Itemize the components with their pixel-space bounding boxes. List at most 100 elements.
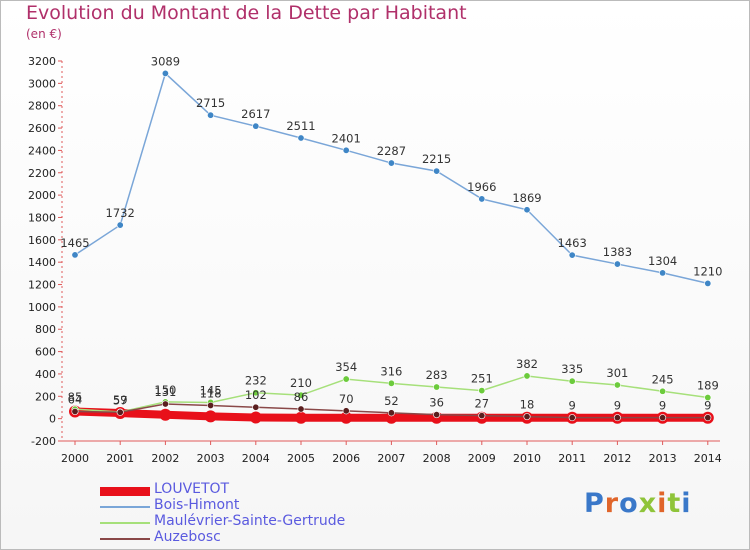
data-label-bois-himont: 1210 (693, 264, 722, 278)
x-tick-label: 2012 (603, 452, 631, 465)
data-label-maul-vrier-sainte-gertrude: 150 (154, 383, 176, 397)
data-point-auzebosc (387, 409, 395, 417)
y-tick-label: 600 (35, 346, 56, 359)
data-point-bois-himont (387, 159, 395, 167)
data-point-auzebosc (523, 413, 531, 421)
data-point-maul-vrier-sainte-gertrude (387, 379, 395, 387)
legend-label: LOUVETOT (154, 481, 230, 497)
legend-swatch (100, 522, 150, 524)
data-point-maul-vrier-sainte-gertrude (433, 383, 441, 391)
data-point-bois-himont (613, 260, 621, 268)
data-point-bois-himont (568, 251, 576, 259)
data-label-bois-himont: 1465 (60, 236, 89, 250)
data-label-maul-vrier-sainte-gertrude: 335 (561, 362, 583, 376)
data-point-auzebosc (704, 414, 712, 422)
data-point-bois-himont (704, 279, 712, 287)
data-point-louvetot (295, 411, 307, 424)
data-point-louvetot (249, 411, 262, 424)
x-tick-label: 2005 (287, 452, 315, 465)
data-point-louvetot (340, 411, 353, 424)
data-point-auzebosc (252, 403, 260, 411)
x-tick-label: 2008 (423, 452, 451, 465)
data-point-maul-vrier-sainte-gertrude (297, 391, 305, 399)
y-tick-label: 1000 (28, 301, 56, 314)
data-point-louvetot (385, 411, 398, 424)
legend-label: Maulévrier-Sainte-Gertrude (154, 513, 346, 529)
legend-label: Auzebosc (154, 529, 221, 545)
data-label-maul-vrier-sainte-gertrude: 316 (380, 364, 402, 378)
data-point-auzebosc (297, 405, 305, 413)
x-tick-label: 2001 (106, 452, 134, 465)
logo-letter: r (604, 488, 620, 519)
y-tick-label: 2200 (28, 167, 56, 180)
data-label-bois-himont: 1869 (512, 191, 541, 205)
data-point-maul-vrier-sainte-gertrude (252, 389, 260, 397)
data-label-auzebosc: 18 (520, 398, 535, 412)
y-tick-label: 2600 (28, 122, 56, 135)
y-tick-label: 2800 (28, 100, 56, 113)
x-tick-label: 2010 (513, 452, 541, 465)
data-label-bois-himont: 1463 (558, 236, 587, 250)
data-point-auzebosc (161, 400, 169, 408)
data-label-bois-himont: 1966 (467, 180, 496, 194)
data-point-bois-himont (659, 269, 667, 277)
data-label-auzebosc: 86 (294, 390, 309, 404)
data-label-maul-vrier-sainte-gertrude: 210 (290, 376, 312, 390)
data-point-maul-vrier-sainte-gertrude (478, 387, 486, 395)
logo-letter: i (657, 488, 668, 519)
data-point-bois-himont (433, 167, 441, 175)
x-tick-label: 2000 (61, 452, 89, 465)
data-point-maul-vrier-sainte-gertrude (568, 377, 576, 385)
y-tick-label: 200 (35, 390, 56, 403)
data-point-auzebosc (433, 411, 441, 419)
x-tick-label: 2007 (377, 452, 405, 465)
data-label-bois-himont: 2715 (196, 96, 225, 110)
data-label-bois-himont: 3089 (151, 54, 180, 68)
data-point-maul-vrier-sainte-gertrude (659, 387, 667, 395)
data-point-auzebosc (613, 414, 621, 422)
data-label-auzebosc: 52 (384, 394, 399, 408)
data-label-auzebosc: 131 (154, 385, 176, 399)
data-point-bois-himont (207, 111, 215, 119)
data-label-maul-vrier-sainte-gertrude: 85 (68, 390, 83, 404)
chart-subtitle: (en €) (26, 27, 62, 41)
data-point-bois-himont (161, 69, 169, 77)
data-label-bois-himont: 1732 (106, 206, 135, 220)
x-tick-label: 2014 (694, 452, 722, 465)
legend-swatch (100, 538, 150, 540)
data-label-maul-vrier-sainte-gertrude: 251 (471, 372, 493, 386)
data-point-bois-himont (71, 251, 79, 259)
y-tick-label: 3200 (28, 55, 56, 68)
data-label-auzebosc: 102 (245, 388, 267, 402)
chart-title: Evolution du Montant de la Dette par Hab… (26, 2, 467, 24)
data-label-auzebosc: 57 (113, 393, 128, 407)
y-tick-label: 1200 (28, 279, 56, 292)
data-label-maul-vrier-sainte-gertrude: 232 (245, 374, 267, 388)
data-label-bois-himont: 2511 (286, 119, 315, 133)
data-point-bois-himont (116, 221, 124, 229)
x-tick-label: 2009 (468, 452, 496, 465)
legend-item-louvetot: LOUVETOT (100, 481, 400, 498)
data-point-maul-vrier-sainte-gertrude (704, 394, 712, 402)
y-tick-label: 1400 (28, 256, 56, 269)
logo-letter: i (681, 488, 692, 519)
data-label-auzebosc: 9 (704, 399, 711, 413)
data-label-maul-vrier-sainte-gertrude: 301 (606, 366, 628, 380)
data-label-bois-himont: 2287 (377, 144, 406, 158)
y-tick-label: 1800 (28, 211, 56, 224)
data-point-auzebosc (116, 408, 124, 416)
legend-swatch (100, 506, 150, 508)
data-label-maul-vrier-sainte-gertrude: 354 (335, 360, 357, 374)
legend-item-bois-himont: Bois-Himont (100, 497, 400, 514)
data-label-maul-vrier-sainte-gertrude: 59 (113, 393, 128, 407)
x-tick-label: 2006 (332, 452, 360, 465)
legend-swatch (100, 486, 150, 496)
data-point-bois-himont (523, 206, 531, 214)
data-point-maul-vrier-sainte-gertrude (342, 375, 350, 383)
x-tick-label: 2004 (242, 452, 270, 465)
data-point-auzebosc (478, 412, 486, 420)
data-label-bois-himont: 2617 (241, 107, 270, 121)
y-tick-label: 1600 (28, 234, 56, 247)
logo-letter: P (584, 488, 605, 519)
